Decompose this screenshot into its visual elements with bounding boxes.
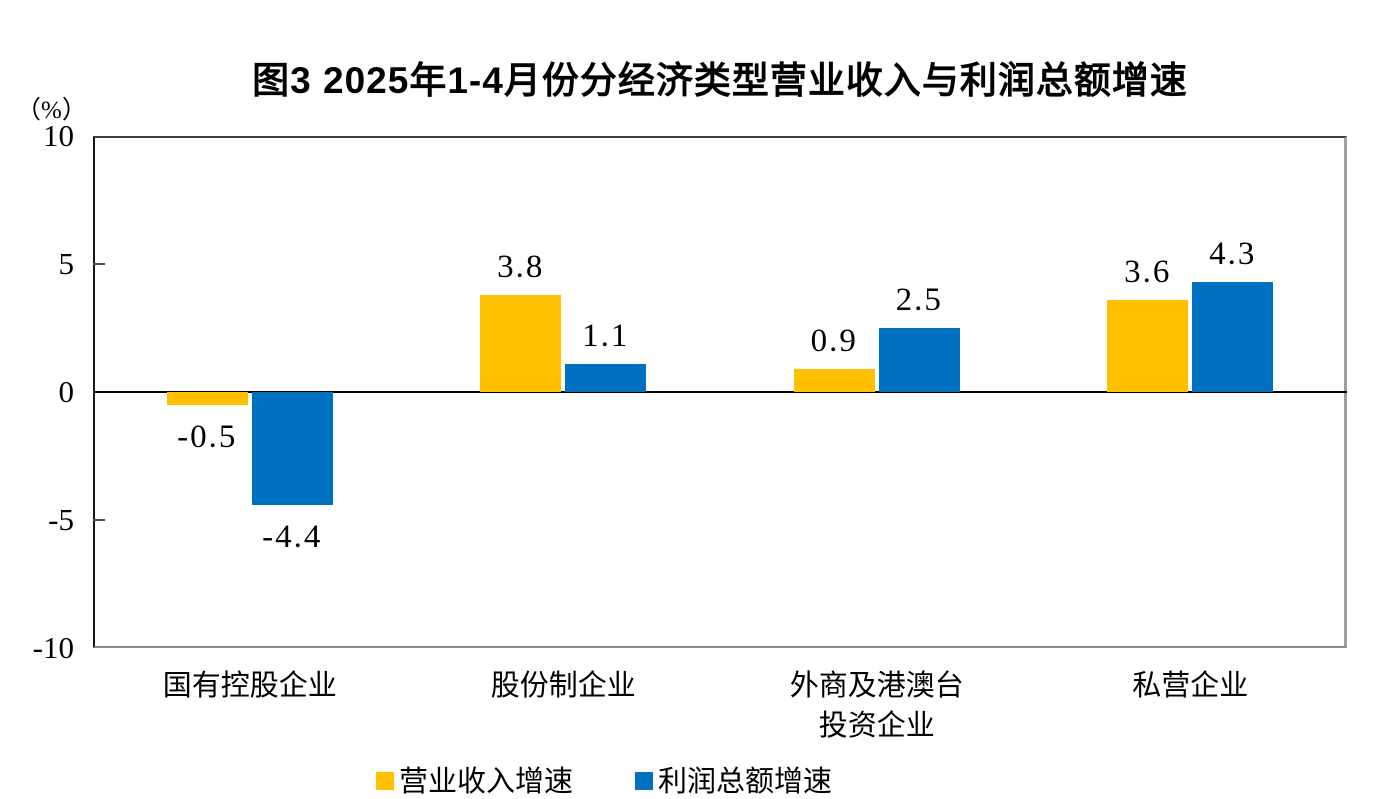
bar-value-label: -0.5 (177, 418, 238, 455)
bar-series1-group3 (1192, 281, 1274, 392)
bar-series1-group1 (565, 363, 647, 392)
bar-value-label: 3.8 (497, 248, 545, 285)
legend-swatch-revenue-icon (376, 772, 394, 790)
bar-value-label: 0.9 (810, 323, 858, 359)
legend-swatch-profit-icon (635, 772, 654, 790)
bar-value-label: 3.6 (1124, 253, 1172, 290)
y-axis-tick-mark (93, 263, 105, 265)
legend-item-profit: 利润总额增速 (635, 758, 832, 799)
legend-item-revenue: 营业收入增速 (376, 758, 573, 799)
chart-title: 图3 2025年1-4月份分经济类型营业收入与利润总额增速 (252, 60, 1188, 101)
bar-series1-group0 (251, 392, 333, 505)
bar-series0-group0 (166, 392, 248, 405)
y-axis-tick-mark (93, 519, 105, 521)
bar-value-label: 4.3 (1209, 235, 1257, 272)
bar-value-label: 2.5 (895, 282, 943, 318)
bar-value-label: 1.1 (582, 317, 630, 354)
x-axis-label: 私营企业 (1132, 670, 1249, 702)
bar-series1-group2 (878, 328, 960, 392)
zero-axis-line (93, 391, 1347, 393)
x-axis-label: 国有控股企业 (162, 670, 337, 702)
y-axis-tick-label: 0 (58, 374, 75, 409)
bar-series0-group1 (480, 294, 562, 392)
legend-label-profit: 利润总额增速 (658, 766, 833, 798)
bar-series0-group2 (793, 369, 875, 392)
legend: 营业收入增速 利润总额增速 (376, 762, 832, 798)
bar-series0-group3 (1107, 299, 1189, 392)
y-axis-tick-label: -5 (48, 502, 74, 537)
y-axis-tick-label: 5 (58, 246, 75, 281)
bar-value-label: -4.4 (262, 518, 323, 555)
legend-label-revenue: 营业收入增速 (399, 766, 574, 798)
y-axis-unit-label: （%） (16, 97, 87, 124)
y-axis-tick-label: -10 (32, 630, 74, 665)
x-axis-label: 股份制企业 (490, 670, 636, 702)
y-axis-tick-label: 10 (43, 118, 74, 153)
x-axis-label: 外商及港澳台 投资企业 (789, 670, 964, 742)
